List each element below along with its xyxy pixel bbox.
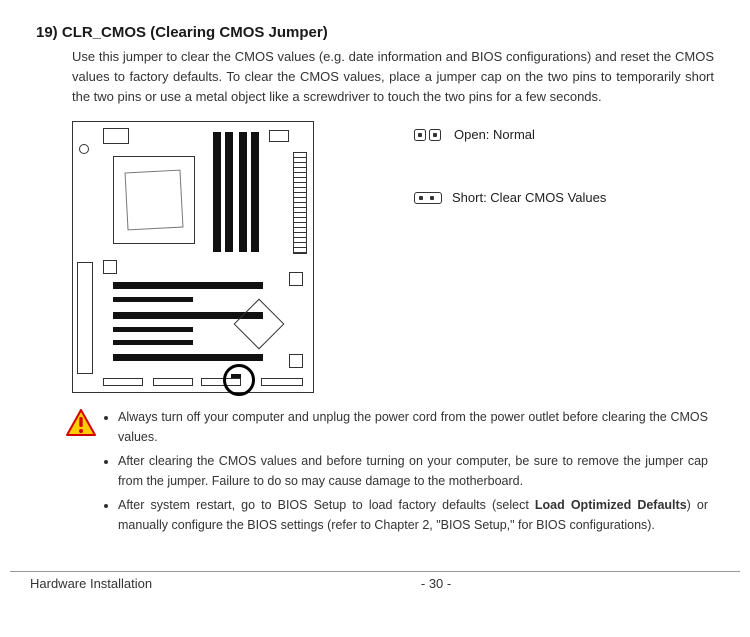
page-footer: Hardware Installation - 30 - [10,571,740,601]
section-heading: 19) CLR_CMOS (Clearing CMOS Jumper) [36,24,714,41]
heading-title: CLR_CMOS (Clearing CMOS Jumper) [62,24,328,41]
warning-bullets: Always turn off your computer and unplug… [100,407,708,539]
warning-item-2: After clearing the CMOS values and befor… [118,451,708,491]
legend-open-label: Open: Normal [454,127,535,142]
warning-item-3: After system restart, go to BIOS Setup t… [118,495,708,535]
jumper-short-icon [414,192,442,204]
warning-icon [66,409,100,539]
footer-page-number: - 30 - [152,576,720,591]
motherboard-diagram [72,121,314,393]
warning-item-1: Always turn off your computer and unplug… [118,407,708,447]
legend-short: Short: Clear CMOS Values [414,190,606,205]
warning-block: Always turn off your computer and unplug… [66,407,708,539]
legend-open: Open: Normal [414,127,606,142]
heading-number: 19) [36,24,58,41]
description-paragraph: Use this jumper to clear the CMOS values… [72,47,714,107]
clr-cmos-location-marker [223,364,255,396]
jumper-open-icon [414,129,444,141]
jumper-legend: Open: Normal Short: Clear CMOS Values [414,127,606,253]
legend-short-label: Short: Clear CMOS Values [452,190,606,205]
diagram-row: Open: Normal Short: Clear CMOS Values [72,121,714,393]
footer-section: Hardware Installation [30,576,152,591]
